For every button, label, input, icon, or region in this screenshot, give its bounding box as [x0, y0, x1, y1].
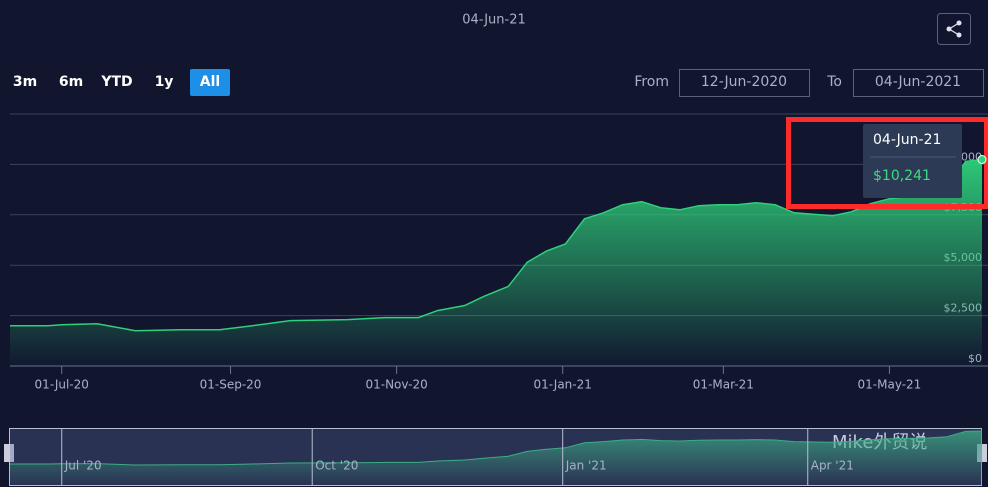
- navigator-label: Jan '21: [565, 459, 607, 473]
- tooltip-box: [863, 124, 962, 198]
- from-input[interactable]: [679, 69, 810, 97]
- navigator-label: Apr '21: [811, 459, 854, 473]
- active-range-bg: [190, 69, 230, 96]
- navigator-line: [10, 430, 983, 466]
- navigator-label: Oct '20: [315, 459, 358, 473]
- from-label: From: [634, 74, 669, 90]
- range-button[interactable]: YTD: [100, 74, 132, 90]
- range-button[interactable]: 6m: [59, 74, 83, 90]
- navigator-handle[interactable]: [4, 444, 14, 462]
- navigator-mask: [10, 429, 982, 485]
- tooltip-value: $10,241: [873, 168, 931, 184]
- header-date: 04-Jun-21: [462, 13, 526, 28]
- to-label: To: [826, 74, 842, 90]
- share-button[interactable]: [937, 13, 971, 45]
- x-tick-label: 01-May-21: [858, 378, 922, 392]
- x-tick-label: 01-Jan-21: [534, 378, 592, 392]
- area: [10, 159, 982, 366]
- to-input[interactable]: [853, 69, 984, 97]
- tooltip-title: 04-Jun-21: [873, 132, 941, 148]
- x-tick-label: 01-Mar-21: [693, 378, 754, 392]
- hover-point: [977, 155, 987, 165]
- highlight-box: [786, 117, 988, 209]
- range-button[interactable]: 1y: [155, 74, 174, 90]
- x-tick-label: 01-Nov-20: [365, 378, 427, 392]
- navigator-label: Jul '20: [64, 459, 102, 473]
- from-date[interactable]: 12-Jun-2020: [701, 74, 787, 90]
- line: [10, 158, 983, 332]
- tooltip: 04-Jun-21 $10,241: [863, 124, 962, 198]
- x-tick-label: 01-Jul-20: [35, 378, 89, 392]
- range-button[interactable]: 3m: [13, 74, 37, 90]
- range-button[interactable]: All: [200, 74, 220, 90]
- to-date[interactable]: 04-Jun-2021: [875, 74, 961, 90]
- x-tick-label: 01-Sep-20: [200, 378, 262, 392]
- share-box[interactable]: [937, 13, 971, 45]
